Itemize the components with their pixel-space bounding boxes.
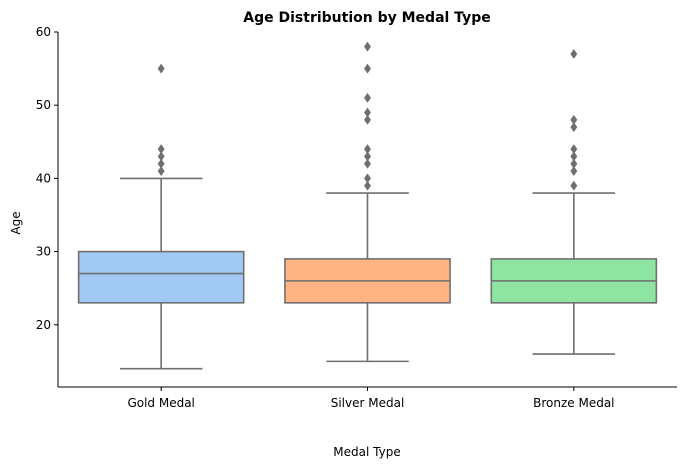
plot-area: 20 30 40 50 60 Gold Medal Silver Medal Bronze M… [36,25,677,410]
outlier-point [363,144,372,155]
x-axis-label: Medal Type [333,445,400,459]
chart-title: Age Distribution by Medal Type [243,10,490,26]
outlier-point [570,180,578,191]
x-tick-label: Bronze Medal [533,396,614,410]
outlier-point [570,151,578,162]
box-group-gold-medal: Gold Medal [77,63,245,410]
outlier-point [363,107,372,118]
outlier-point [570,158,578,169]
outlier-point [157,63,165,74]
outlier-point [570,114,578,125]
outlier-point [363,92,372,103]
box-group-silver-medal: Silver Medal [284,41,451,410]
outlier-point [363,151,372,162]
outlier-point [570,166,578,177]
outlier-point [157,158,165,169]
x-tick-label: Silver Medal [331,396,405,410]
outlier-point [363,173,372,184]
y-tick-label: 50 [36,98,51,112]
outlier-point [570,122,578,133]
outlier-point [363,180,372,191]
y-tick-label: 30 [36,245,51,259]
outlier-point [157,166,165,177]
x-tick-label: Gold Medal [127,396,194,410]
y-tick-label: 60 [36,25,51,39]
outlier-point [363,63,372,74]
outlier-point [157,144,165,155]
outlier-point [570,48,578,59]
y-axis-label: Age [9,211,23,234]
outlier-point [157,151,165,162]
outlier-point [363,158,372,169]
y-tick-label: 40 [36,171,51,185]
box-group-bronze-medal: Bronze Medal [490,48,658,410]
outlier-point [363,114,372,125]
y-tick-label: 20 [36,318,51,332]
iqr-box [77,250,245,304]
outlier-point [570,144,578,155]
outlier-point [363,41,372,52]
